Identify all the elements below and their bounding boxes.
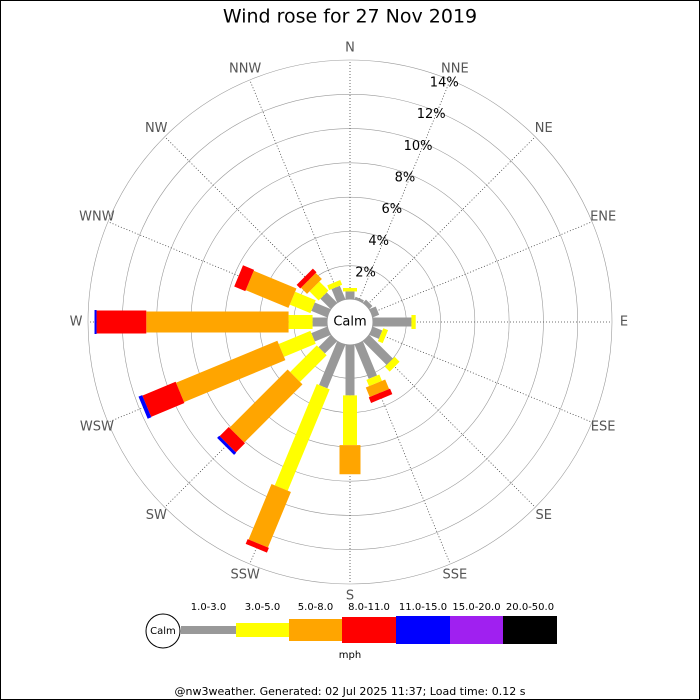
spoke [249, 79, 342, 302]
wind-bar [248, 484, 291, 548]
wind-bar [94, 310, 97, 334]
legend-label: 1.0-3.0 [191, 602, 226, 613]
wind-bar [345, 344, 355, 396]
direction-label: NNW [229, 61, 261, 76]
wind-bar [217, 435, 237, 455]
wind-bar [384, 356, 400, 372]
grid-ring [87, 59, 613, 585]
r-tick-label: 4% [368, 234, 389, 249]
wind-bar [411, 315, 416, 329]
wind-bar [175, 340, 286, 403]
r-tick-label: 2% [355, 265, 376, 280]
wind-bar [320, 292, 338, 310]
direction-label: W [70, 315, 83, 330]
legend-title: mph [339, 650, 361, 661]
spoke [370, 330, 593, 423]
legend-swatch [450, 616, 503, 644]
direction-label: SE [536, 508, 552, 523]
wind-bar [331, 285, 346, 304]
wind-bar [354, 296, 364, 304]
legend-swatch [503, 616, 557, 644]
wind-bar [365, 379, 390, 398]
footer: @nw3weather. Generated: 02 Jul 2025 11:3… [175, 685, 526, 698]
wind-bar [318, 334, 338, 354]
wind-bar [343, 288, 357, 292]
wind-bar [368, 388, 393, 403]
wind-bar [288, 315, 313, 329]
r-tick-label: 12% [417, 107, 446, 122]
r-tick-label: 10% [404, 139, 433, 154]
direction-label: WSW [80, 419, 114, 434]
spoke [358, 79, 451, 302]
wind-bar [96, 310, 147, 334]
wind-bar [311, 302, 332, 318]
wind-bar [146, 311, 289, 333]
direction-label: SW [146, 508, 167, 523]
wind-bar [245, 270, 297, 308]
direction-label: S [346, 589, 354, 604]
wind-bar [289, 291, 316, 314]
wind-bar [372, 317, 412, 327]
wind-bar [219, 427, 245, 453]
wind-bar [362, 334, 393, 365]
wind-bar [309, 281, 329, 301]
wind-bar [319, 340, 346, 389]
legend-swatch [236, 623, 289, 637]
legend-calm-label: Calm [150, 626, 176, 637]
legend-label: 15.0-20.0 [452, 602, 500, 613]
spoke [370, 221, 593, 314]
wind-bar [311, 326, 332, 342]
wind-bar [300, 272, 322, 294]
legend-swatch [342, 617, 396, 643]
direction-label: E [620, 315, 628, 330]
direction-label: WNW [79, 210, 115, 225]
legend-swatch [289, 619, 342, 641]
legend-label: 20.0-50.0 [506, 602, 554, 613]
direction-label: NW [145, 121, 168, 136]
wind-bar [142, 381, 185, 417]
direction-label: ENE [590, 210, 616, 225]
r-tick-label: 6% [381, 202, 402, 217]
legend-calm [145, 613, 181, 649]
wind-bar [274, 383, 330, 491]
wind-bar [290, 345, 327, 382]
direction-label: ESE [591, 419, 616, 434]
legend-label: 11.0-15.0 [399, 602, 447, 613]
direction-label: N [345, 41, 355, 56]
wind-bar [138, 395, 152, 419]
legend-label: 3.0-5.0 [245, 602, 280, 613]
wind-bar [312, 317, 328, 327]
calm-circle [327, 299, 373, 345]
wind-bar [339, 445, 361, 475]
r-tick-label: 14% [430, 75, 459, 90]
wind-bar [245, 539, 269, 553]
calm-label: Calm [333, 315, 366, 330]
wind-bar [296, 268, 317, 289]
wind-bar [368, 326, 383, 339]
wind-bar [234, 265, 255, 292]
wind-bar [278, 330, 316, 357]
wind-bar [362, 299, 373, 310]
legend-swatch [181, 626, 236, 634]
direction-label: SSW [230, 568, 260, 583]
direction-label: SSE [442, 568, 467, 583]
r-tick-label: 8% [395, 170, 416, 185]
wind-bar [366, 374, 382, 387]
wind-bar [327, 279, 343, 291]
wind-bar [343, 395, 357, 446]
legend-label: 8.0-11.0 [348, 602, 390, 613]
wind-bar [345, 291, 355, 300]
legend-swatch [396, 616, 450, 644]
wind-bar [377, 328, 389, 344]
wind-bar [354, 340, 378, 379]
legend-label: 5.0-8.0 [298, 602, 333, 613]
spoke [365, 136, 536, 307]
direction-label: NNE [441, 61, 469, 76]
chart-title: Wind rose for 27 Nov 2019 [223, 6, 477, 28]
direction-label: NE [535, 121, 553, 136]
wind-bar [229, 369, 303, 443]
